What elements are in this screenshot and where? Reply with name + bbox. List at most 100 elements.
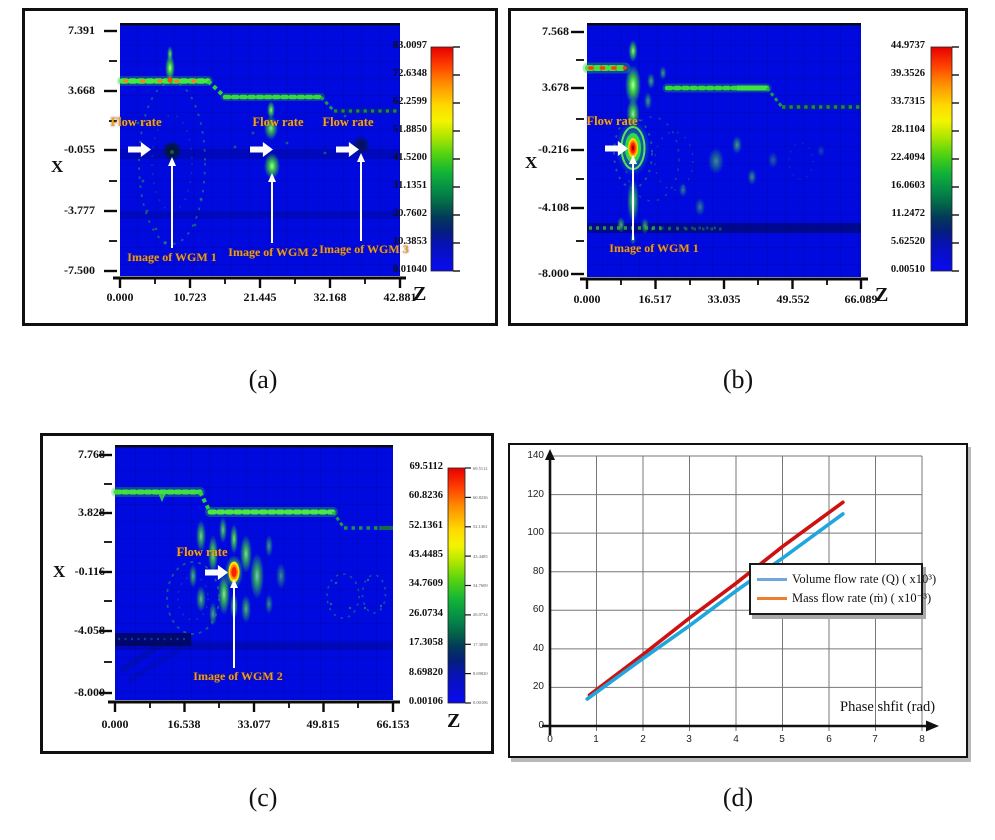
wgm-pointer-arrow-icon [628,155,637,240]
mass-flow-swatch-icon [757,596,787,600]
colorbar-tick-label: 33.7315 [890,96,925,107]
colorbar-minor-label: 17.3058 [473,642,488,647]
x-tick-label: 1 [593,734,599,745]
y-tick-label: 3.828 [78,505,105,519]
y-tick-label: 3.678 [542,80,569,94]
colorbar-tick-label: 43.4485 [408,549,443,560]
colorbar-tick-label: 26.0734 [408,608,443,619]
y-tick-label: 7.391 [68,23,95,37]
x-tick-label: 3 [686,734,692,745]
flow-rate-label: Flow rate [252,115,304,129]
legend-item-mass-flow: Mass flow rate (ṁ) ( x10⁻³) [757,590,931,606]
x-tick-label: 21.445 [243,290,277,304]
flow-rate-label: Flow rate [586,114,638,128]
colorbar-tick-label: 8.69820 [408,667,443,678]
x-tick-label: 16.538 [167,717,201,731]
x-tick-label: 0 [547,734,553,745]
x-tick-label: 5 [779,734,785,745]
x-tick-label: 49.552 [776,292,810,306]
x-axis-title: Phase shfit (rad) [840,699,936,715]
colorbar-tick-label: 41.5200 [392,152,427,163]
x-tick-label: 4 [733,734,739,745]
flow-rate-label: Flow rate [110,115,162,129]
colorbar-tick-label: 31.1351 [392,180,427,191]
colorbar-tick-label: 10.3853 [392,236,427,247]
wgm-image-label: Image of WGM 2 [193,669,283,683]
mass-flow-rate-line [587,500,845,697]
caption-c: (c) [248,783,278,812]
line-chart-plot [542,449,939,735]
y-tick-label: 80 [532,566,544,577]
x-tick-label: 16.517 [638,292,672,306]
y-tick-label: 60 [532,604,544,615]
z-axis-letter: Z [413,283,427,305]
heatmap-plot-a [104,22,460,288]
colorbar-tick-label: 72.6348 [392,68,427,79]
heatmap-plot-c [99,444,471,712]
colorbar-tick-label: 51.8850 [392,124,427,135]
figure-panel-a: 7.391 3.668 -0.055 -3.777 -7.500 X 0.000… [22,8,498,326]
colorbar-minor-label: 43.4485 [473,554,488,559]
wgm-pointer-arrow-icon [267,173,276,243]
x-tick-label: 2 [640,734,646,745]
colorbar-minor-label: 34.7609 [473,583,488,588]
x-tick-label: 49.815 [306,717,340,731]
x-tick-label: 66.153 [376,717,410,731]
colorbar-tick-label: 5.62520 [890,236,925,247]
x-tick-label: 32.168 [313,290,347,304]
caption-b: (b) [722,365,754,394]
colorbar-tick-label: 39.3526 [890,68,925,79]
y-tick-label: -8.000 [74,685,105,699]
flow-rate-label: Flow rate [322,115,374,129]
y-tick-label: 3.668 [68,83,95,97]
x-axis-letter: X [53,562,66,581]
y-tick-label: 140 [527,450,544,461]
colorbar-tick-label: 34.7609 [408,578,443,589]
colorbar-tick-label: 28.1104 [891,124,925,135]
colorbar-tick-label: 0.00510 [890,264,925,275]
wgm-pointer-arrow-icon [229,579,238,668]
z-axis-letter: Z [447,710,461,732]
colorbar-tick-label: 20.7602 [392,208,427,219]
x-tick-label: 0.000 [573,292,601,306]
y-tick-label: 40 [532,643,544,654]
x-axis-letter: X [525,153,538,172]
wgm-image-label: Image of WGM 1 [127,250,217,264]
colorbar-minor-label: 52.1361 [473,524,488,529]
colorbar-minor-label: 0.00106 [473,700,488,705]
y-tick-label: -4.108 [538,200,569,214]
colorbar-tick-label: 0.00106 [408,696,443,707]
colorbar-tick-label: 62.2599 [392,96,427,107]
caption-d: (d) [722,783,754,812]
colorbar-tick-label: 69.5112 [409,461,443,472]
figure-panel-d: 0 20 40 60 80 100 120 140 0 1 2 3 4 5 6 … [508,443,968,758]
y-tick-label: -3.777 [64,203,95,217]
colorbar-tick-label: 16.0603 [890,180,925,191]
wgm-image-label: Image of WGM 2 [228,245,318,259]
colorbar-tick-label: 83.0097 [392,40,427,51]
wgm-pointer-arrow-icon [167,157,176,248]
wgm-image-label: Image of WGM 1 [609,241,699,255]
y-tick-label: -0.055 [64,142,95,156]
x-tick-label: 10.723 [173,290,207,304]
wgm-image-label: Image of WGM 3 [319,242,409,256]
colorbar-tick-label: 22.4094 [890,152,925,163]
z-axis-letter: Z [875,284,889,306]
colorbar-minor-label: 60.8236 [473,495,488,500]
x-tick-label: 0.000 [106,290,134,304]
y-tick-label: 20 [532,681,544,692]
y-tick-label: 7.768 [78,447,105,461]
y-tick-label: -0.216 [538,142,569,156]
colorbar-minor-label: 26.0734 [473,612,488,617]
x-tick-label: 33.035 [707,292,741,306]
volume-flow-swatch-icon [757,578,787,581]
colorbar-minor-label: 69.5112 [473,466,488,471]
colorbar-tick-label: 52.1361 [408,520,443,531]
colorbar-tick-label: 11.2472 [891,208,925,219]
y-tick-label: 100 [527,527,544,538]
legend-label: Volume flow rate (Q) ( x10³) [792,572,937,586]
y-tick-label: -4.058 [74,623,105,637]
caption-a: (a) [248,365,278,394]
colorbar-minor-label: 8.69820 [473,671,488,676]
legend-label: Mass flow rate (ṁ) ( x10⁻³) [792,591,932,605]
